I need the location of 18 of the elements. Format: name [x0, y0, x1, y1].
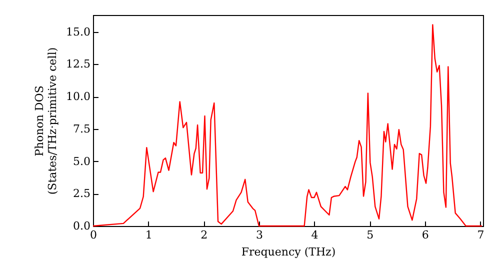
x-tick-label: 3 [256, 228, 263, 242]
y-tick-label: 12.5 [66, 58, 90, 71]
x-axis-title: Frequency (THz) [241, 246, 336, 258]
x-tick-label: 2 [200, 228, 208, 242]
x-tick-label: 7 [477, 228, 484, 242]
x-tick-label: 6 [422, 228, 429, 242]
y-tick-label: 0.0 [73, 220, 90, 232]
line-series [92, 24, 482, 227]
y-tick-label: 15.0 [66, 25, 90, 38]
x-tick-label: 1 [145, 228, 152, 242]
x-tick-label: 5 [366, 228, 374, 242]
x-tick-label: 4 [311, 228, 318, 242]
y-axis-title: Phonon DOS (States/THz·primitive cell) [33, 47, 60, 195]
y-tick-label: 5.0 [73, 154, 90, 168]
y-tick-label: 10.0 [66, 90, 90, 104]
y-tick-label: 2.5 [73, 187, 90, 200]
x-tick-label: 0 [90, 228, 97, 242]
y-tick-label: 7.5 [73, 122, 90, 136]
